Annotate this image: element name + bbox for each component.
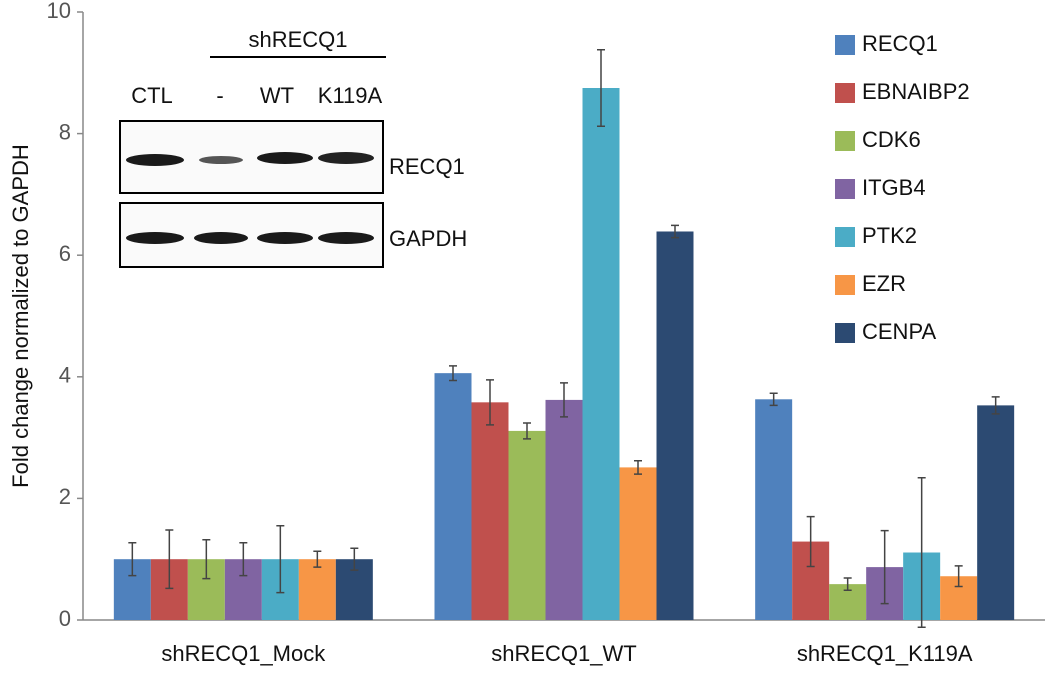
legend-swatch — [835, 323, 855, 343]
bar — [434, 373, 472, 620]
error-bar — [239, 542, 248, 577]
legend-label: PTK2 — [862, 223, 917, 248]
lane-label: K119A — [318, 83, 383, 108]
legend-label: RECQ1 — [862, 31, 938, 56]
legend-swatch — [835, 35, 855, 55]
error-bar — [843, 577, 852, 591]
y-tick-label: 8 — [59, 119, 71, 144]
row-label: GAPDH — [389, 226, 467, 251]
error-bar — [991, 396, 1000, 415]
bar — [471, 402, 509, 620]
legend-label: EBNAIBP2 — [862, 79, 970, 104]
legend-label: EZR — [862, 271, 906, 296]
legend-label: ITGB4 — [862, 175, 926, 200]
x-tick-label: shRECQ1_WT — [491, 641, 636, 666]
legend-label: CENPA — [862, 319, 936, 344]
error-bar — [806, 515, 815, 568]
bar — [619, 467, 657, 620]
y-tick-label: 4 — [59, 363, 71, 388]
legend-swatch — [835, 131, 855, 151]
error-bar — [276, 525, 285, 594]
x-tick-label: shRECQ1_K119A — [797, 641, 973, 666]
bar — [545, 399, 583, 620]
y-tick-label: 0 — [59, 606, 71, 631]
error-bar — [560, 382, 568, 418]
lane-label: WT — [260, 83, 294, 108]
bar — [656, 231, 694, 620]
y-tick-label: 2 — [59, 484, 71, 509]
error-bar — [202, 538, 211, 580]
legend-label: CDK6 — [862, 127, 921, 152]
x-tick-label: shRECQ1_Mock — [161, 641, 326, 666]
error-bar — [449, 365, 457, 382]
bar — [298, 559, 336, 620]
error-bar — [917, 476, 926, 629]
error-bar — [165, 529, 174, 590]
blot-group-label: shRECQ1 — [248, 27, 347, 52]
blot-band — [126, 232, 184, 244]
error-bar — [128, 542, 137, 577]
error-bar — [597, 48, 605, 128]
y-tick-label: 10 — [47, 0, 71, 23]
bar — [755, 399, 793, 620]
blot-band — [318, 232, 374, 244]
row-label: RECQ1 — [389, 154, 465, 179]
lane-label: CTL — [131, 83, 173, 108]
lane-label: - — [216, 83, 223, 108]
error-bar — [523, 422, 531, 440]
legend-swatch — [835, 179, 855, 199]
error-bar — [350, 547, 359, 571]
blot-band — [199, 156, 243, 164]
blot-band — [318, 152, 374, 164]
legend-swatch — [835, 83, 855, 103]
bar — [582, 88, 620, 620]
error-bar — [769, 392, 778, 407]
blot-band — [194, 232, 248, 244]
blot-inset — [119, 56, 386, 268]
bar — [977, 405, 1015, 620]
y-tick-label: 6 — [59, 241, 71, 266]
error-bar — [954, 565, 963, 588]
error-bar — [671, 224, 679, 239]
legend-swatch — [835, 275, 855, 295]
legend-swatch — [835, 227, 855, 247]
error-bar — [313, 550, 322, 568]
blot-band — [257, 232, 313, 244]
error-bar — [486, 379, 494, 426]
bar — [508, 430, 546, 620]
blot-band — [257, 152, 313, 164]
blot-band — [126, 154, 184, 166]
error-bar — [880, 529, 889, 605]
error-bar — [634, 459, 642, 475]
y-axis-label: Fold change normalized to GAPDH — [8, 144, 33, 488]
